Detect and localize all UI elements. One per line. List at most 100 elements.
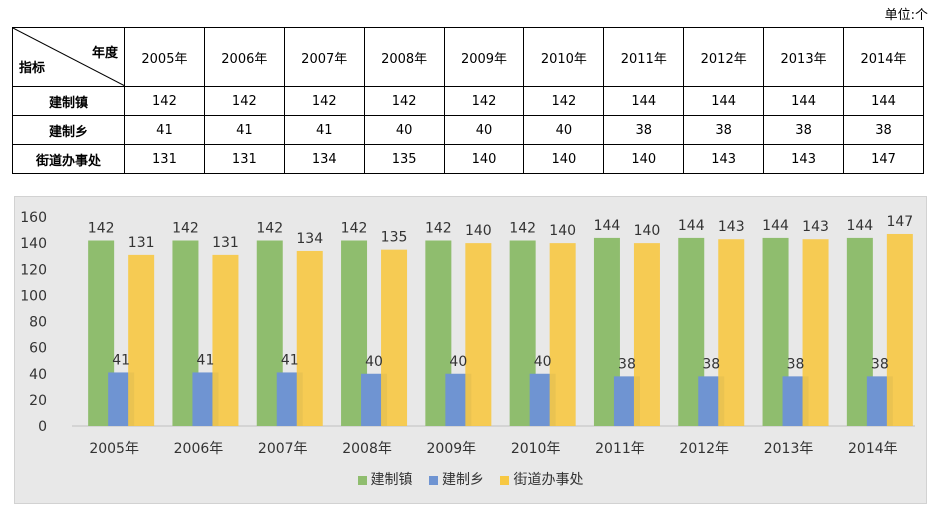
table-cell: 40 [363,115,445,145]
x-tick-label: 2007年 [258,441,308,457]
corner-year-label: 年度 [91,46,118,61]
year-header: 2011年 [603,27,685,87]
legend-item: 建制乡 [429,469,484,489]
data-label: 142 [256,221,283,237]
year-header: 2014年 [843,27,924,87]
corner-indicator-label: 指标 [19,61,46,76]
data-label: 143 [802,219,829,235]
x-tick-label: 2011年 [595,441,645,457]
data-label: 140 [465,223,492,239]
legend-swatch [500,475,510,485]
table-cell: 140 [523,144,605,174]
table-cell: 143 [683,144,765,174]
table-cell: 131 [124,144,205,174]
legend-item: 建制镇 [357,469,413,489]
y-tick-label: 0 [38,419,47,435]
data-label: 142 [509,221,536,237]
chart-panel: 0 20 40 60 80 100 120 140 160 142 41 131 2005年 142 41 1… [14,196,927,504]
bar [128,254,155,426]
bar [296,250,323,426]
table-cell: 38 [683,115,765,145]
data-label: 142 [341,221,368,237]
table-row: 建制乡 41 41 41 40 40 40 38 38 38 38 [12,115,924,145]
data-label: 38 [702,356,720,372]
table-cell: 142 [124,86,205,116]
year-header: 2009年 [443,27,525,87]
y-tick-label: 80 [29,315,47,331]
table-cell: 40 [523,115,605,145]
y-tick-label: 20 [29,393,47,409]
data-label: 142 [88,221,115,237]
data-label: 143 [718,219,745,235]
y-tick-label: 100 [20,288,47,304]
table-corner-cell: 年度 指标 [12,27,125,87]
data-label: 38 [618,356,636,372]
data-label: 131 [128,235,155,251]
data-table: 年度 指标 2005年 2006年 2007年 2008年 2009年 2010… [12,27,924,174]
data-label: 38 [871,356,889,372]
bar [886,233,913,426]
year-header: 2012年 [683,27,765,87]
legend-item: 街道办事处 [500,469,583,489]
table-cell: 142 [523,86,605,116]
table-cell: 142 [363,86,445,116]
table-cell: 131 [203,144,285,174]
table-cell: 38 [603,115,685,145]
table-cell: 143 [763,144,845,174]
x-tick-label: 2006年 [174,441,224,457]
table-cell: 134 [283,144,365,174]
x-tick-label: 2010年 [511,441,561,457]
x-tick-label: 2012年 [679,441,729,457]
table-cell: 41 [283,115,365,145]
table-cell: 144 [843,86,924,116]
year-header: 2007年 [283,27,365,87]
bar [465,243,492,426]
data-label: 140 [549,223,576,239]
year-header: 2005年 [124,27,205,87]
legend-swatch [357,475,367,485]
legend-label: 建制镇 [370,472,413,488]
table-header-row: 年度 指标 2005年 2006年 2007年 2008年 2009年 2010… [12,27,924,87]
bar [381,249,408,426]
row-label: 建制乡 [12,115,125,145]
data-label: 41 [197,352,215,368]
chart-legend: 建制镇 建制乡 街道办事处 [15,469,926,489]
x-tick-label: 2013年 [764,441,814,457]
year-header: 2013年 [763,27,845,87]
data-label: 40 [365,354,383,370]
legend-swatch [429,475,438,485]
table-cell: 142 [203,86,285,116]
x-tick-label: 2009年 [427,441,477,457]
data-label: 40 [534,354,552,370]
bar-chart: 0 20 40 60 80 100 120 140 160 142 41 131 2005年 142 41 1… [20,210,915,457]
table-cell: 144 [603,86,685,116]
data-label: 135 [381,230,408,246]
bar [212,254,239,426]
table-cell: 147 [843,144,924,174]
table-cell: 41 [203,115,285,145]
data-label: 38 [787,356,805,372]
row-label: 建制镇 [12,86,125,116]
data-label: 134 [296,231,323,247]
unit-label: 单位:个 [884,8,928,23]
data-label: 144 [846,218,873,234]
data-label: 131 [212,235,239,251]
table-cell: 142 [283,86,365,116]
table-cell: 38 [763,115,845,145]
data-label: 40 [449,354,467,370]
data-label: 147 [886,214,913,230]
y-tick-label: 120 [20,262,47,278]
year-header: 2008年 [363,27,445,87]
x-tick-label: 2005年 [89,441,139,457]
y-tick-label: 160 [20,210,47,226]
x-tick-label: 2008年 [342,441,392,457]
x-tick-label: 2014年 [848,441,898,457]
table-cell: 144 [683,86,765,116]
y-tick-label: 60 [29,341,47,357]
table-cell: 38 [843,115,924,145]
y-tick-label: 40 [29,367,47,383]
data-label: 144 [762,218,789,234]
data-label: 140 [634,223,661,239]
table-cell: 140 [443,144,525,174]
table-cell: 144 [763,86,845,116]
